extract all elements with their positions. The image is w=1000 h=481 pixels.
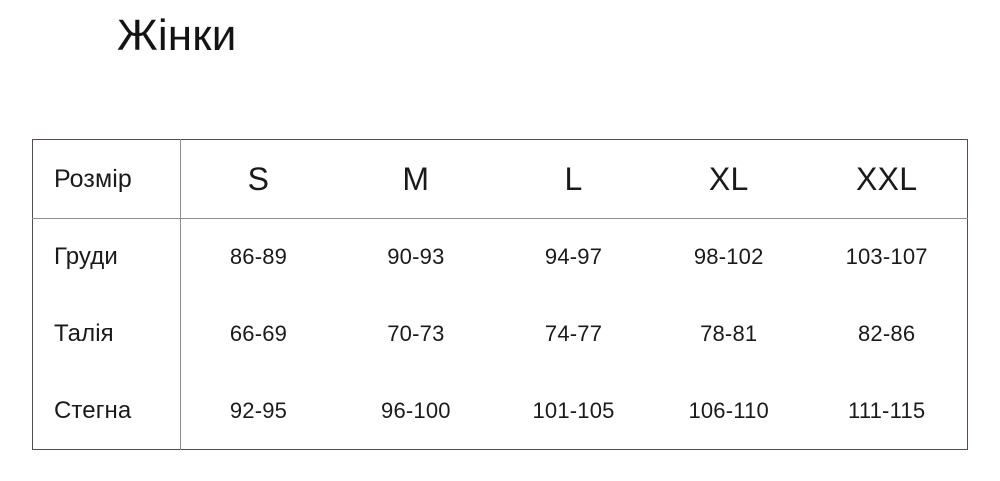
cell-waist-xxl: 82-86: [858, 321, 916, 346]
page-title: Жінки: [117, 11, 237, 60]
cell-waist-m: 70-73: [387, 321, 445, 346]
column-header-xl: XL: [651, 139, 807, 219]
cell-hips-xxl: 111-115: [848, 397, 926, 423]
cell-waist-xl: 78-81: [700, 321, 758, 346]
cell-waist-l: 74-77: [544, 321, 603, 346]
table-header: Розмір S M L XL XXL: [32, 139, 968, 219]
measurement-label-waist: Талія: [32, 295, 182, 373]
header-row: Розмір S M L XL XXL: [32, 139, 968, 219]
cell-hips-xl: 106-110: [688, 397, 769, 423]
column-header-xxl: XXL: [806, 139, 968, 219]
measurement-label-hips: Стегна: [32, 372, 182, 450]
table-row: Стегна 92-95 96-100 101-105 106-110 111-…: [32, 372, 968, 450]
cell-chest-xl: 98-102: [693, 244, 764, 270]
cell-chest-m: 90-93: [387, 244, 445, 270]
size-chart-table: Розмір S M L XL XXL Груди 86-89 90-93 94…: [32, 139, 968, 450]
table-row: Талія 66-69 70-73 74-77 78-81 82-86: [32, 295, 968, 373]
cell-hips-m: 96-100: [381, 397, 451, 423]
cell-hips-l: 101-105: [532, 397, 615, 423]
column-header-size-label: Розмір: [32, 139, 182, 219]
measurement-label-chest: Груди: [32, 218, 182, 296]
column-header-s: S: [180, 139, 336, 219]
table-row: Груди 86-89 90-93 94-97 98-102 103-107: [32, 218, 968, 296]
column-header-m: M: [335, 139, 496, 219]
cell-hips-s: 92-95: [229, 397, 288, 423]
column-header-l: L: [495, 139, 652, 219]
cell-waist-s: 66-69: [229, 321, 288, 346]
cell-chest-l: 94-97: [544, 244, 603, 270]
table-body: Груди 86-89 90-93 94-97 98-102 103-107 Т…: [32, 218, 968, 450]
cell-chest-xxl: 103-107: [845, 244, 928, 270]
cell-chest-s: 86-89: [229, 244, 288, 270]
